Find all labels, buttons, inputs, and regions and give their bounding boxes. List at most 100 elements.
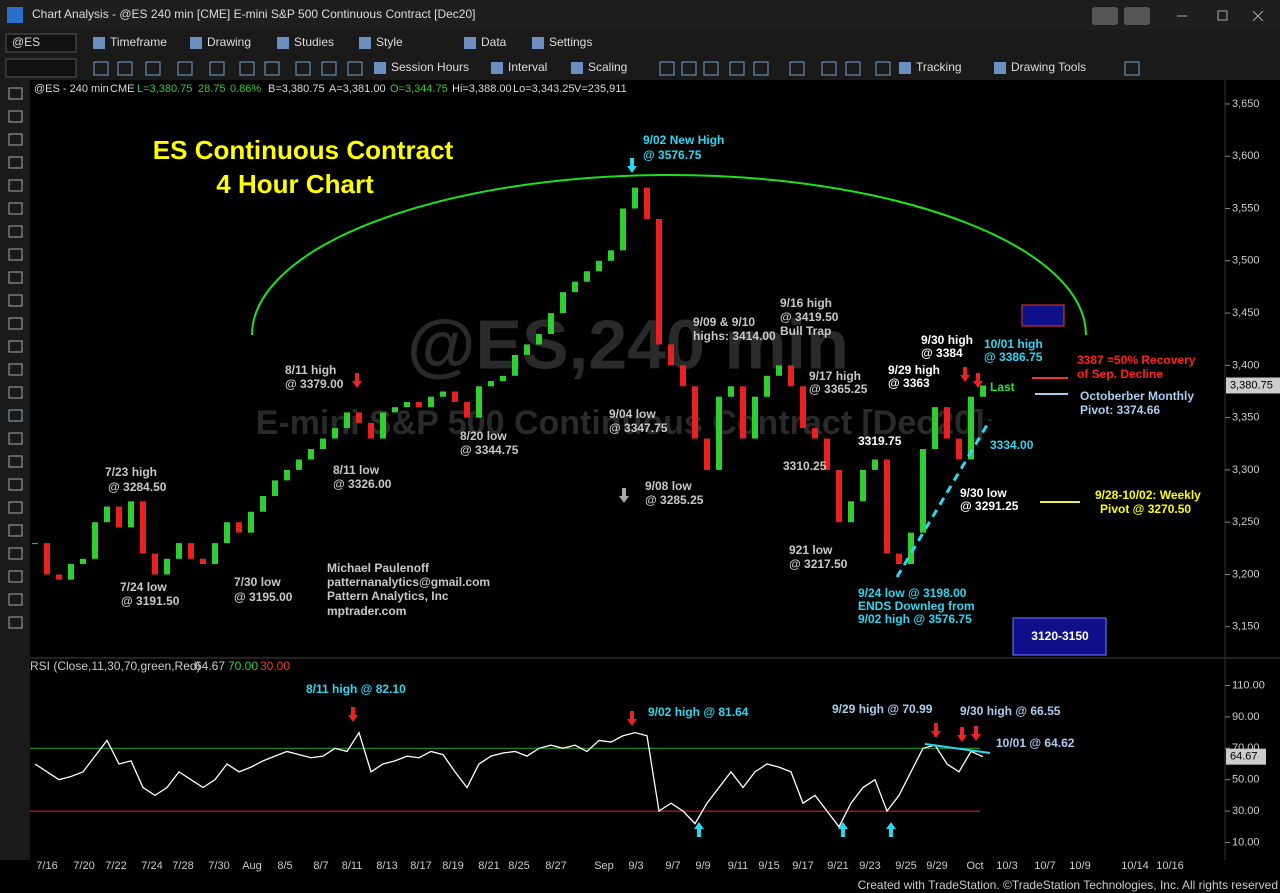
x-tick-label: 9/3 xyxy=(628,860,643,872)
drawing-tool[interactable] xyxy=(8,202,23,215)
toolbar-button[interactable] xyxy=(875,61,891,76)
drawing-tool[interactable] xyxy=(8,616,23,629)
toolbar-button[interactable] xyxy=(703,61,719,76)
toolbar-button[interactable] xyxy=(729,61,745,76)
annotation: @ 3285.25 xyxy=(645,493,704,507)
last-price: 3,380.75 xyxy=(1230,379,1273,391)
drawing-tool[interactable] xyxy=(8,409,23,422)
tool[interactable]: Session Hours xyxy=(391,60,469,74)
annotation: Octoberber Monthly xyxy=(1080,389,1194,403)
rsi-legend: RSI (Close,11,30,70,green,Red) xyxy=(30,659,201,673)
menu[interactable]: Timeframe xyxy=(110,35,167,49)
toolbar-button[interactable] xyxy=(145,61,161,76)
candle xyxy=(428,396,434,408)
candle xyxy=(968,396,974,460)
symbol[interactable]: @ES xyxy=(12,35,40,49)
arrow xyxy=(973,373,983,388)
candle xyxy=(716,396,722,470)
annotation: 9/24 low @ 3198.00 xyxy=(858,586,967,600)
tool[interactable]: Drawing Tools xyxy=(1011,60,1086,74)
toolbar-button[interactable] xyxy=(753,61,769,76)
drawing-tool[interactable] xyxy=(8,547,23,560)
toolbar-button[interactable] xyxy=(347,61,363,76)
drawing-tool[interactable] xyxy=(8,87,23,100)
drawing-tool[interactable] xyxy=(8,478,23,491)
drawing-tool[interactable] xyxy=(8,317,23,330)
drawing-tool[interactable] xyxy=(8,432,23,445)
maximize[interactable] xyxy=(1217,10,1228,21)
arc xyxy=(251,174,1087,336)
toolbar-button[interactable] xyxy=(93,61,109,76)
drawing-tool[interactable] xyxy=(8,455,23,468)
toolbar-button[interactable] xyxy=(1124,61,1140,76)
annotation: @ 3217.50 xyxy=(789,557,848,571)
toolbar-button[interactable] xyxy=(239,61,255,76)
menu[interactable]: Drawing xyxy=(207,35,251,49)
annotation: Bull Trap xyxy=(780,324,831,338)
drawing-tool[interactable] xyxy=(8,156,23,169)
menu[interactable]: Data xyxy=(481,35,507,49)
drawing-tool[interactable] xyxy=(8,179,23,192)
annotation: 9/08 low xyxy=(645,479,692,493)
drawing-tool[interactable] xyxy=(8,524,23,537)
info: L=3,380.75 xyxy=(137,83,192,95)
tool[interactable]: Interval xyxy=(508,60,547,74)
candle xyxy=(188,543,194,559)
drawing-tool[interactable] xyxy=(8,340,23,353)
toolbar-button[interactable] xyxy=(681,61,697,76)
drawing-tool[interactable] xyxy=(8,570,23,583)
annotation: @ 3384 xyxy=(921,346,963,360)
x-tick-label: 9/15 xyxy=(758,860,779,872)
toolbar-button[interactable] xyxy=(264,61,280,76)
drawing-tool[interactable] xyxy=(8,501,23,514)
drawing-tool[interactable] xyxy=(8,386,23,399)
menu[interactable]: Studies xyxy=(294,35,334,49)
window-link-button[interactable] xyxy=(1124,7,1150,25)
drawing-tool[interactable] xyxy=(8,133,23,146)
tool[interactable]: Scaling xyxy=(588,60,627,74)
tool-column xyxy=(0,80,30,860)
toolbar-button[interactable] xyxy=(845,61,861,76)
interval-box[interactable] xyxy=(5,58,77,78)
toolbar-button[interactable] xyxy=(321,61,337,76)
symbol-link-button[interactable] xyxy=(1092,7,1118,25)
drawing-tool[interactable] xyxy=(8,593,23,606)
x-tick-label: Aug xyxy=(242,860,262,872)
toolbar-button[interactable] xyxy=(209,61,225,76)
drawing-tool[interactable] xyxy=(8,110,23,123)
close[interactable] xyxy=(1252,10,1264,22)
toolbar-button[interactable] xyxy=(117,61,133,76)
toolbar-button[interactable] xyxy=(295,61,311,76)
y-tick-label: 90.00 xyxy=(1232,711,1260,723)
x-tick-label: 10/3 xyxy=(996,860,1017,872)
y-tick-label: 50.00 xyxy=(1232,774,1260,786)
info: Lo=3,343.25 xyxy=(513,83,574,95)
symbol-box[interactable] xyxy=(5,33,77,53)
annotation: @ 3576.75 xyxy=(643,148,702,162)
annotation: @ 3191.50 xyxy=(121,594,180,608)
drawing-tool[interactable] xyxy=(8,248,23,261)
candle xyxy=(704,438,710,470)
candle xyxy=(308,449,314,460)
x-tick-label: 8/13 xyxy=(376,860,397,872)
arrow xyxy=(886,822,896,837)
toolbar-button[interactable] xyxy=(789,61,805,76)
candle xyxy=(596,260,602,272)
y-tick-label: 3,300 xyxy=(1232,464,1260,476)
candle xyxy=(356,412,362,423)
drawing-tool[interactable] xyxy=(8,225,23,238)
drawing-tool[interactable] xyxy=(8,271,23,284)
toolbar-button[interactable] xyxy=(177,61,193,76)
toolbar-button[interactable] xyxy=(659,61,675,76)
y-tick-label: 3,600 xyxy=(1232,150,1260,162)
tool[interactable]: Tracking xyxy=(916,60,962,74)
drawing-tool[interactable] xyxy=(8,363,23,376)
tool-icon xyxy=(899,62,911,74)
candle xyxy=(620,208,626,251)
menu[interactable]: Settings xyxy=(549,35,592,49)
menu[interactable]: Style xyxy=(376,35,403,49)
x-tick-label: 8/25 xyxy=(508,860,529,872)
drawing-tool[interactable] xyxy=(8,294,23,307)
annotation: @ 3363 xyxy=(888,376,930,390)
toolbar-button[interactable] xyxy=(821,61,837,76)
